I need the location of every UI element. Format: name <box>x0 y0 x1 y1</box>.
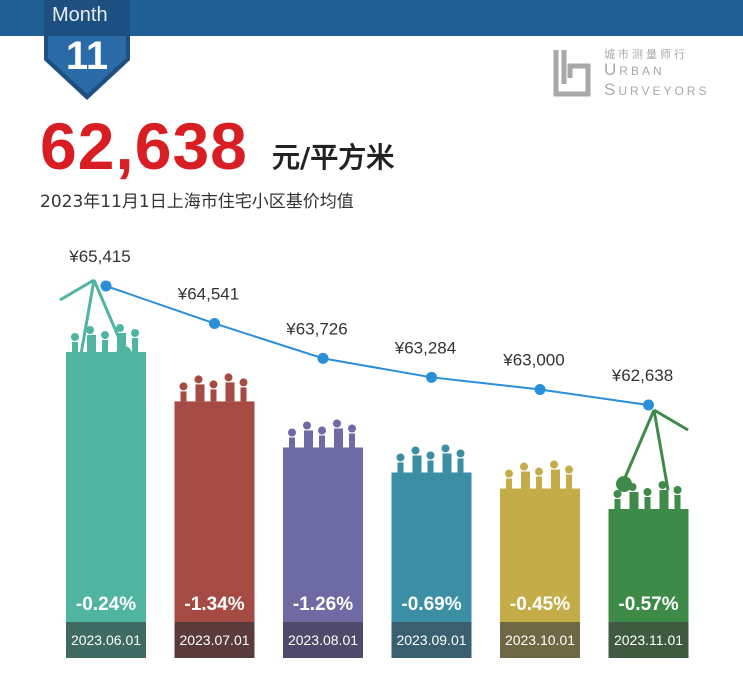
crane-icon <box>59 278 132 362</box>
bar-group-2023.06.01: 2023.06.01 -0.24% <box>66 324 146 658</box>
bar-group-2023.07.01: 2023.07.01 -1.34% <box>174 373 255 658</box>
trend-point <box>317 352 329 364</box>
urban-surveyors-logo <box>553 50 591 97</box>
logo-chinese-name: 城市测量师行 <box>604 48 688 61</box>
price-label: ¥62,638 <box>611 366 673 385</box>
headline-price: 62,638 <box>40 109 248 183</box>
date-box <box>66 622 146 658</box>
crane-icon <box>616 408 689 492</box>
date-box <box>500 622 580 658</box>
trend-point <box>643 399 654 411</box>
price-label: ¥64,541 <box>177 284 239 303</box>
change-label: -1.34% <box>184 594 244 615</box>
change-label: -0.45% <box>510 594 570 615</box>
date-label: 2023.06.01 <box>71 632 141 648</box>
change-label: -0.57% <box>618 594 678 615</box>
construction-silhouette <box>396 444 465 473</box>
bar <box>608 509 689 622</box>
trend-line <box>105 285 649 406</box>
date-box <box>608 622 689 658</box>
price-label: ¥63,284 <box>394 338 456 357</box>
headline-unit: 元/平方米 <box>272 141 395 174</box>
bar <box>391 472 472 622</box>
headline-subtitle: 2023年11月1日上海市住宅小区基价均值 <box>40 192 354 212</box>
change-label: -1.26% <box>293 594 353 615</box>
trend-point <box>209 317 220 329</box>
date-label: 2023.11.01 <box>614 632 683 648</box>
bar <box>500 488 580 622</box>
price-label: ¥65,415 <box>68 247 130 266</box>
date-label: 2023.07.01 <box>179 632 249 648</box>
logo-english-line2: Surveyors <box>604 80 710 99</box>
bar <box>174 401 255 622</box>
construction-silhouette <box>179 373 248 402</box>
trend-point <box>426 371 437 383</box>
bar-group-2023.10.01: 2023.10.01 -0.45% <box>500 460 580 658</box>
change-label: -0.69% <box>401 594 461 615</box>
bar-group-2023.08.01: 2023.08.01 -1.26% <box>283 419 363 658</box>
date-box <box>391 622 472 658</box>
month-label: Month <box>52 4 108 26</box>
logo-english-line1: Urban <box>604 60 665 79</box>
bar-group-2023.11.01: 2023.11.01 -0.57% <box>608 481 689 658</box>
month-badge <box>44 0 130 100</box>
construction-silhouette <box>505 460 573 489</box>
month-number: 11 <box>65 34 109 78</box>
price-label: ¥63,000 <box>502 350 564 369</box>
date-label: 2023.09.01 <box>396 632 466 648</box>
date-box <box>283 622 363 658</box>
trend-point <box>100 280 112 292</box>
date-box <box>174 622 255 658</box>
price-label: ¥63,726 <box>285 319 347 338</box>
change-label: -0.24% <box>76 594 136 615</box>
bar <box>283 447 363 622</box>
trend-point <box>534 383 546 395</box>
bar <box>66 352 146 622</box>
date-label: 2023.08.01 <box>288 632 358 648</box>
date-label: 2023.10.01 <box>505 632 575 648</box>
bar-group-2023.09.01: 2023.09.01 -0.69% <box>391 444 472 658</box>
construction-silhouette <box>288 419 356 448</box>
